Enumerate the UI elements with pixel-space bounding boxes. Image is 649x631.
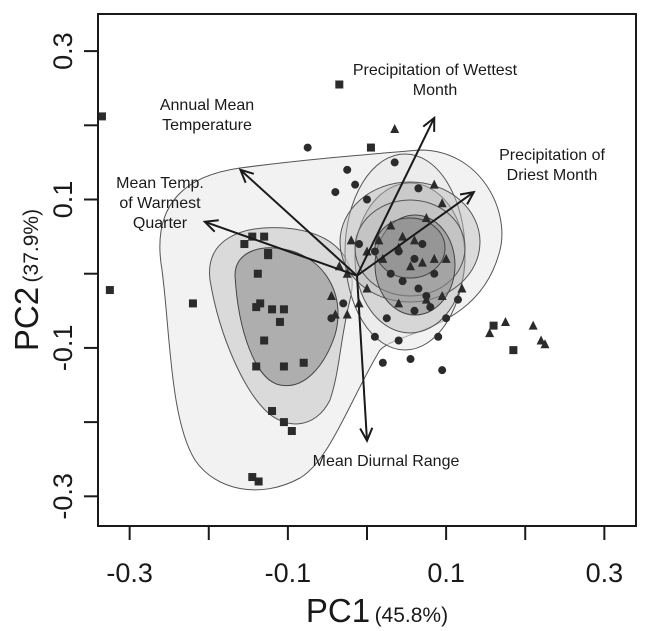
point-circle bbox=[371, 247, 379, 255]
point-triangle bbox=[501, 317, 510, 326]
point-circle bbox=[418, 240, 426, 248]
point-square bbox=[98, 112, 106, 120]
point-square bbox=[367, 144, 375, 152]
point-circle bbox=[430, 270, 438, 278]
point-circle bbox=[391, 158, 399, 166]
point-circle bbox=[414, 184, 422, 192]
point-circle bbox=[438, 366, 446, 374]
x-tick-label: -0.3 bbox=[106, 558, 153, 588]
point-circle bbox=[387, 270, 395, 278]
y-axis-title: PC2 (37.9%) bbox=[8, 209, 45, 351]
point-square bbox=[280, 362, 288, 370]
x-axis-title-pct: (45.8%) bbox=[375, 604, 449, 627]
vector-label: Precipitation of Driest Month bbox=[499, 147, 605, 184]
point-square bbox=[256, 299, 264, 307]
point-square bbox=[252, 362, 260, 370]
vector-label: Annual Mean Temperature bbox=[160, 97, 254, 134]
point-triangle bbox=[390, 124, 399, 133]
point-square bbox=[106, 286, 114, 294]
point-square bbox=[280, 305, 288, 313]
point-circle bbox=[434, 333, 442, 341]
x-tick-label: -0.1 bbox=[265, 558, 312, 588]
point-square bbox=[254, 270, 262, 278]
point-square bbox=[300, 359, 308, 367]
point-circle bbox=[407, 355, 415, 363]
point-square bbox=[268, 407, 276, 415]
x-tick-label: 0.1 bbox=[427, 558, 465, 588]
point-circle bbox=[410, 255, 418, 263]
y-tick-label: 0.3 bbox=[48, 32, 78, 70]
point-square bbox=[268, 305, 276, 313]
point-square bbox=[260, 336, 268, 344]
point-triangle bbox=[529, 321, 538, 330]
y-axis-title-main: PC2 bbox=[8, 287, 45, 351]
point-circle bbox=[379, 359, 387, 367]
y-tick-label: -0.3 bbox=[48, 473, 78, 520]
point-square bbox=[288, 427, 296, 435]
point-circle bbox=[442, 314, 450, 322]
y-tick-label: 0.1 bbox=[48, 181, 78, 219]
x-axis-title-main: PC1 bbox=[306, 592, 370, 629]
point-circle bbox=[339, 299, 347, 307]
y-axis-title-pct: (37.9%) bbox=[20, 209, 43, 283]
point-circle bbox=[426, 303, 434, 311]
point-square bbox=[260, 233, 268, 241]
vector-label: Mean Diurnal Range bbox=[313, 453, 460, 470]
point-circle bbox=[383, 314, 391, 322]
point-circle bbox=[351, 181, 359, 189]
point-square bbox=[509, 346, 517, 354]
point-square bbox=[240, 240, 248, 248]
point-circle bbox=[331, 188, 339, 196]
point-circle bbox=[395, 336, 403, 344]
point-circle bbox=[355, 240, 363, 248]
point-circle bbox=[363, 196, 371, 204]
point-circle bbox=[454, 296, 462, 304]
point-square bbox=[490, 322, 498, 330]
point-circle bbox=[399, 277, 407, 285]
x-axis-title: PC1 (45.8%) bbox=[306, 592, 448, 629]
point-square bbox=[280, 418, 288, 426]
point-square bbox=[276, 318, 284, 326]
point-square bbox=[335, 80, 343, 88]
point-circle bbox=[343, 166, 351, 174]
point-circle bbox=[414, 285, 422, 293]
point-square bbox=[189, 299, 197, 307]
point-square bbox=[255, 477, 263, 485]
y-tick-label: -0.1 bbox=[48, 325, 78, 372]
point-circle bbox=[371, 333, 379, 341]
vector-label: Precipitation of Wettest Month bbox=[353, 62, 518, 99]
point-circle bbox=[410, 307, 418, 315]
point-circle bbox=[304, 144, 312, 152]
point-square bbox=[264, 251, 272, 259]
x-tick-label: 0.3 bbox=[586, 558, 624, 588]
